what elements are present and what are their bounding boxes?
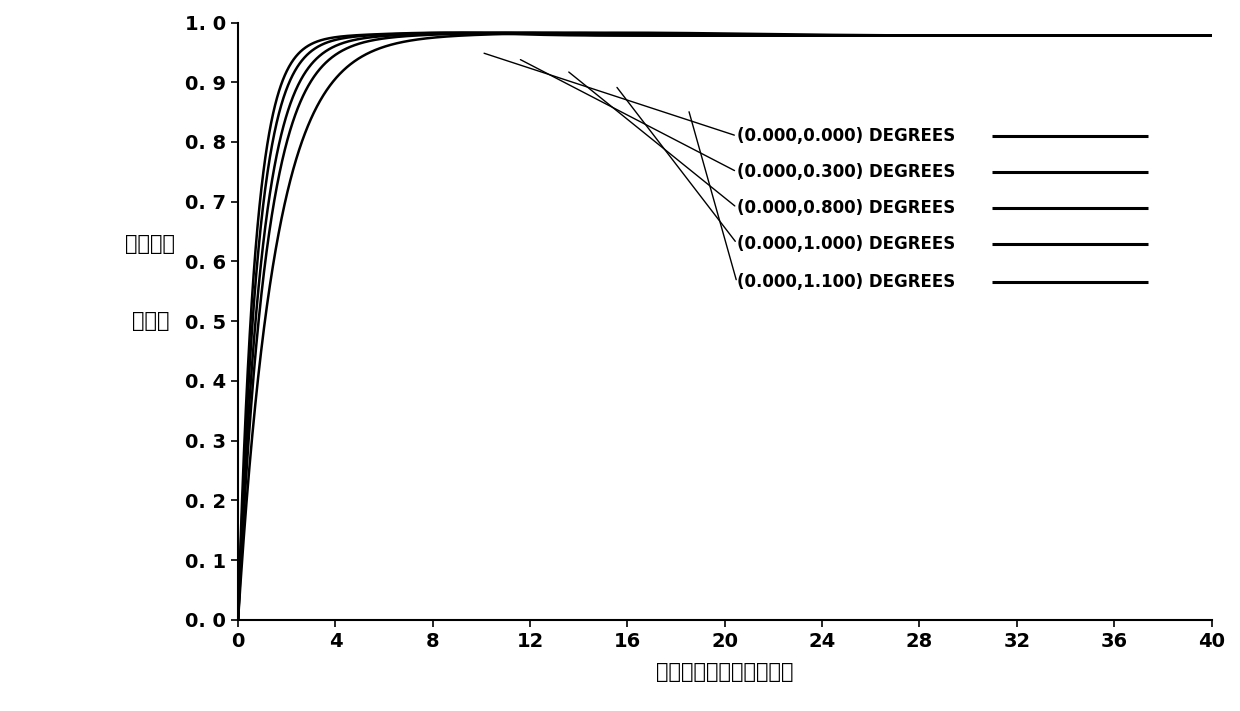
Text: (0.000,0.300) DEGREES: (0.000,0.300) DEGREES [737, 163, 955, 181]
Text: (0.000,0.800) DEGREES: (0.000,0.800) DEGREES [737, 198, 955, 217]
Text: 百分比: 百分比 [131, 311, 169, 331]
Text: (0.000,0.000) DEGREES: (0.000,0.000) DEGREES [737, 127, 955, 145]
Text: (0.000,1.100) DEGREES: (0.000,1.100) DEGREES [737, 273, 955, 292]
Text: 弥散能量: 弥散能量 [125, 233, 176, 254]
Text: (0.000,1.000) DEGREES: (0.000,1.000) DEGREES [737, 235, 955, 252]
X-axis label: 弥散直径（单位：微米）: 弥散直径（单位：微米） [656, 662, 794, 682]
